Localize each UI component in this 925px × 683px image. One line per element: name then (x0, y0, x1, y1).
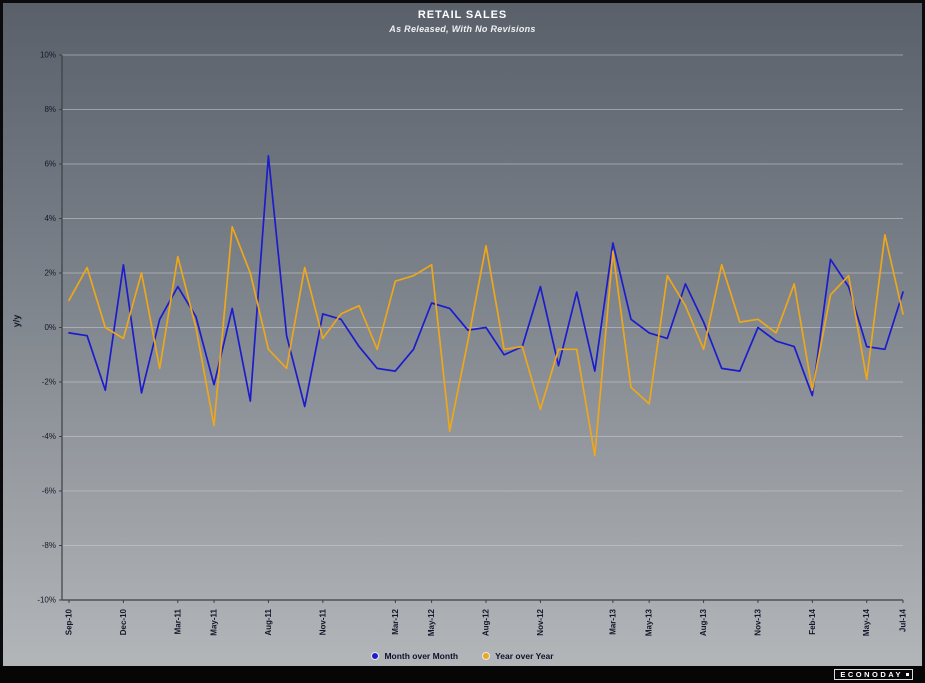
y-tick-label: 6% (44, 160, 56, 169)
x-tick-label: Nov-12 (536, 608, 545, 635)
y-tick-label: 0% (44, 323, 56, 332)
x-tick-label: Nov-11 (318, 608, 327, 635)
y-tick-label: 4% (44, 214, 56, 223)
y-tick-label: 8% (44, 105, 56, 114)
legend-marker-year-over-year (482, 652, 491, 660)
series-line-month-over-month (68, 154, 904, 408)
x-tick-label: Aug-13 (699, 608, 708, 636)
x-tick-label: May-13 (645, 608, 654, 636)
y-tick-label: -6% (42, 487, 56, 496)
y-tick-label: -2% (42, 378, 56, 387)
logo-dot-icon (906, 673, 909, 676)
x-tick-label: Mar-11 (173, 608, 182, 634)
x-tick-label: Mar-12 (391, 608, 400, 634)
x-tick-label: Aug-11 (264, 608, 273, 635)
x-tick-label: Dec-10 (119, 608, 128, 635)
legend-item-year-over-year: Year over Year (482, 651, 554, 661)
legend-label-year-over-year: Year over Year (495, 651, 554, 661)
series-line-year-over-year (68, 225, 904, 457)
x-tick-label: May-14 (862, 608, 871, 636)
y-tick-label: -4% (42, 432, 56, 441)
chart-subtitle: As Released, With No Revisions (389, 24, 536, 34)
econoday-logo-text: ECONODAY (840, 669, 903, 679)
legend: Month over Month Year over Year (0, 651, 925, 661)
y-tick-label: 2% (44, 269, 56, 278)
y-tick-label: -10% (37, 596, 56, 605)
y-tick-label: -8% (42, 541, 56, 550)
x-tick-label: Mar-13 (608, 608, 617, 634)
legend-marker-month-over-month (371, 652, 380, 660)
bottom-bar: ECONODAY (0, 666, 925, 683)
x-tick-label: Feb-14 (808, 608, 817, 634)
x-tick-label: May-12 (427, 608, 436, 636)
x-tick-label: May-11 (210, 608, 219, 635)
legend-label-month-over-month: Month over Month (384, 651, 459, 661)
legend-item-month-over-month: Month over Month (371, 651, 458, 661)
econoday-logo: ECONODAY (834, 668, 913, 681)
x-tick-label: Sep-10 (65, 608, 74, 635)
x-tick-label: Jul-14 (899, 608, 908, 632)
chart-title: RETAIL SALES (417, 9, 508, 21)
y-tick-label: 10% (40, 51, 56, 60)
x-tick-label: Aug-12 (482, 608, 491, 636)
x-tick-label: Nov-13 (753, 608, 762, 635)
